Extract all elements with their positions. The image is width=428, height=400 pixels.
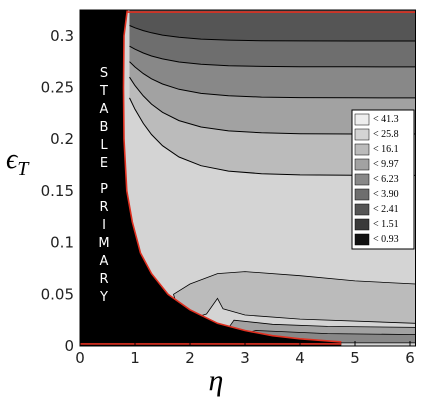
y-axis-label-main: ϵ bbox=[6, 144, 19, 175]
contour-line bbox=[129, 25, 416, 42]
stability-boundary bbox=[122, 9, 342, 343]
legend-swatch bbox=[354, 218, 370, 231]
y-tick-label: 0.05 bbox=[41, 285, 74, 303]
legend-swatch bbox=[354, 188, 370, 201]
legend-swatch bbox=[354, 113, 370, 126]
legend-label: < 16.1 bbox=[373, 144, 399, 155]
y-tick-label: 0.1 bbox=[50, 234, 74, 252]
legend-label: < 9.97 bbox=[373, 159, 399, 170]
y-tick-label: 0 bbox=[64, 337, 74, 355]
x-tick-label: 1 bbox=[130, 349, 140, 367]
y-axis-label-sub: T bbox=[17, 158, 30, 180]
stable-region bbox=[80, 10, 342, 346]
legend-label: < 3.90 bbox=[373, 189, 399, 200]
legend-swatch bbox=[354, 203, 370, 216]
region-label: STABLE bbox=[97, 66, 112, 174]
contour-line bbox=[129, 61, 416, 99]
legend-swatch bbox=[354, 128, 370, 141]
y-tick-label: 0.3 bbox=[50, 27, 74, 45]
legend-label: < 25.8 bbox=[373, 129, 399, 140]
region-label: PRIMARY bbox=[97, 182, 112, 308]
x-tick-label: 5 bbox=[350, 349, 360, 367]
x-tick-label: 6 bbox=[405, 349, 415, 367]
legend-swatch bbox=[354, 233, 370, 246]
contour-line bbox=[129, 76, 416, 135]
contour-region bbox=[129, 10, 416, 41]
y-axis-label: ϵT bbox=[6, 144, 30, 180]
legend-label: < 6.23 bbox=[373, 174, 399, 185]
contour-line bbox=[129, 97, 416, 176]
legend-swatch bbox=[354, 173, 370, 186]
y-tick-label: 0.2 bbox=[50, 130, 74, 148]
y-tick-label: 0.25 bbox=[41, 79, 74, 97]
x-axis-label: η bbox=[209, 364, 224, 397]
contour-line bbox=[129, 45, 416, 68]
legend-swatch bbox=[354, 158, 370, 171]
x-tick-label: 0 bbox=[75, 349, 85, 367]
legend-swatch bbox=[354, 143, 370, 156]
frame bbox=[79, 9, 416, 347]
x-tick-label: 3 bbox=[240, 349, 250, 367]
x-tick-label: 4 bbox=[295, 349, 305, 367]
legend-label: < 41.3 bbox=[373, 114, 399, 125]
legend-label: < 0.93 bbox=[373, 234, 399, 245]
x-tick-label: 2 bbox=[185, 349, 195, 367]
y-tick-label: 0.15 bbox=[41, 182, 74, 200]
legend-label: < 2.41 bbox=[373, 204, 399, 215]
legend-label: < 1.51 bbox=[373, 219, 399, 230]
